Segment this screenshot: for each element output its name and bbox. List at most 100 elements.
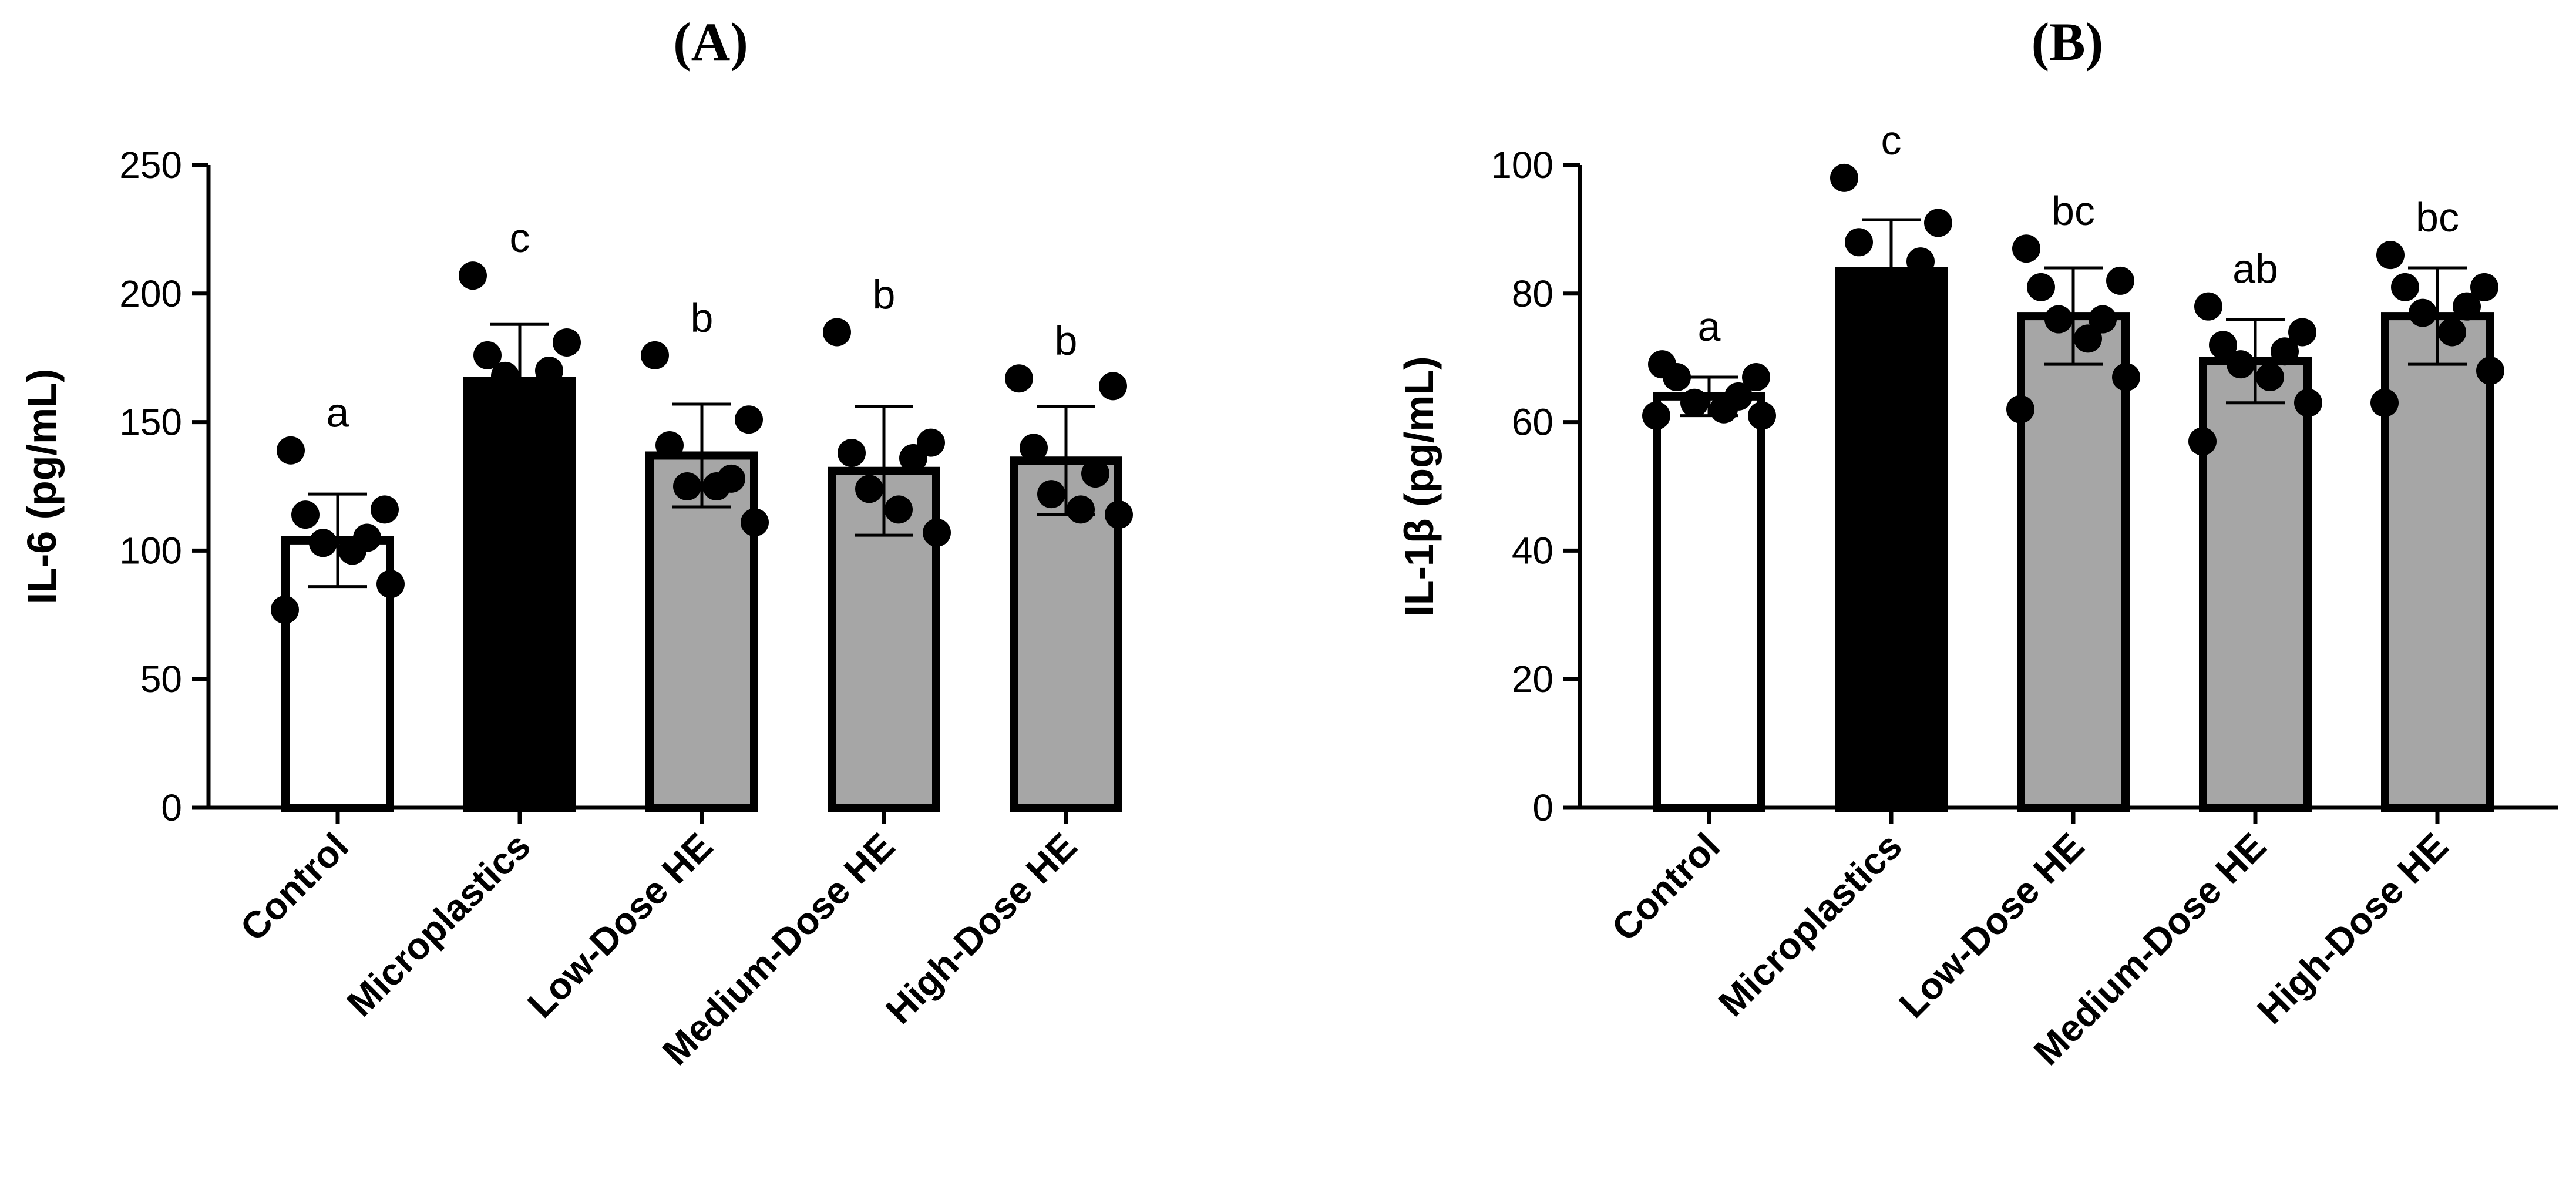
bar-medium-dose-he [2199,357,2312,812]
y-tick-label: 0 [161,787,182,829]
data-point [338,536,366,565]
data-point [1906,247,1935,276]
data-point [1748,401,1776,430]
significance-label: a [1698,304,1721,350]
y-tick-label: 250 [119,144,182,186]
x-tick-label: Control [1603,825,1728,949]
data-point [899,444,927,472]
bar-microplastics [463,377,576,812]
x-tick-label: Microplastics [339,825,539,1024]
significance-label: ab [2232,246,2278,292]
x-tick-label: Low-Dose HE [519,825,721,1026]
data-point [291,500,320,529]
y-axis-label: IL-1β (pg/mL) [1396,356,1442,616]
data-point [1005,364,1033,393]
data-point [823,318,851,347]
data-point [1742,363,1770,392]
data-point [2012,234,2040,263]
data-point [2391,273,2419,301]
y-tick-label: 80 [1512,273,1553,315]
significance-label: bc [2052,188,2095,234]
data-point [2409,298,2437,327]
panel-title: (B) [2032,12,2104,72]
data-point [655,431,684,459]
significance-label: c [510,215,530,261]
significance-label: b [691,295,714,341]
data-point [491,361,519,390]
x-tick-label: High-Dose HE [2249,825,2456,1032]
panel-title: (A) [673,12,748,72]
data-point [2294,388,2322,417]
data-point [923,518,951,547]
data-point [1067,495,1095,524]
panel-a: (A) IL-6 (pg/mL) 0 50 100 150 200 250 a Control c M… [19,12,1133,1073]
significance-label: bc [2416,194,2459,240]
data-point [1037,480,1065,509]
data-point [2470,273,2498,301]
bar-control [1653,392,1765,812]
data-point [2376,241,2405,270]
data-point [2438,318,2466,347]
data-point [553,328,581,357]
data-point [2044,305,2073,334]
data-point [1710,395,1738,424]
data-point [2106,266,2134,295]
data-point [2089,305,2117,334]
x-tick-label: Low-Dose HE [1891,825,2092,1026]
data-point [2227,350,2255,379]
x-tick-label: Microplastics [1710,825,1910,1024]
data-point [1020,434,1048,462]
data-point [2027,273,2055,301]
data-point [702,472,731,500]
y-tick-label: 150 [119,401,182,444]
data-point [2271,337,2299,366]
data-point [473,341,502,369]
data-point [1081,459,1109,488]
bar-low-dose-he [2017,312,2130,812]
y-tick-label: 40 [1512,529,1553,572]
data-point [2194,292,2222,321]
data-point [1663,363,1691,392]
data-point [2370,388,2399,417]
data-point [2074,324,2102,353]
data-point [271,596,299,624]
data-point [376,570,405,599]
data-point [277,436,305,465]
data-point [1680,388,1709,417]
data-point [641,341,669,369]
data-point [2256,363,2284,392]
data-point [2112,363,2140,392]
data-point [459,261,487,290]
data-point [885,495,913,524]
data-point [371,495,399,524]
data-point [535,357,563,385]
y-tick-label: 0 [1532,787,1553,829]
y-tick-label: 100 [1491,144,1553,186]
significance-label: b [1055,318,1078,364]
data-point [2476,357,2504,385]
data-point [2453,292,2481,321]
data-point [2209,331,2237,360]
significance-label: a [327,390,349,436]
y-tick-label: 20 [1512,658,1553,700]
x-tick-label: Control [232,825,357,949]
bar-high-dose-he [2381,312,2494,812]
y-axis-label: IL-6 (pg/mL) [19,369,65,604]
significance-label: c [1881,117,1902,163]
significance-label: b [873,271,896,317]
data-point [741,508,769,537]
data-point [2006,395,2034,424]
data-point [1924,209,1952,237]
data-point [2288,318,2316,347]
y-tick-label: 200 [119,273,182,315]
data-point [309,529,337,557]
bar-low-dose-he [645,451,758,812]
data-point [1099,372,1127,401]
data-point [1105,500,1133,529]
bar-microplastics [1835,267,1948,812]
data-point [1830,163,1858,192]
y-tick-label: 100 [119,529,182,572]
y-tick-label: 50 [140,658,182,700]
data-point [1845,228,1873,257]
